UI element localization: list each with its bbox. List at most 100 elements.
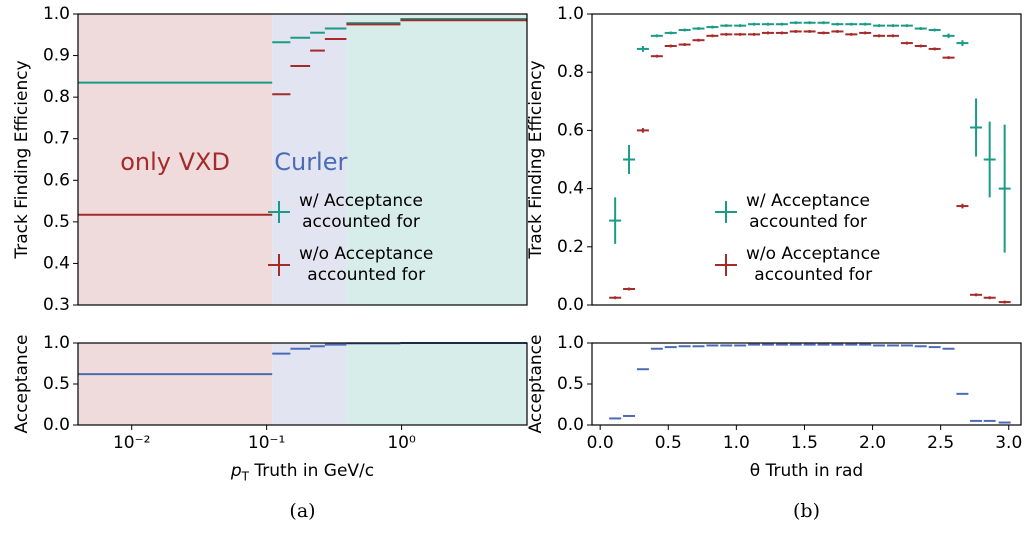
legend-label: w/ Acceptance accounted for: [746, 191, 870, 232]
error-bar: [678, 43, 691, 47]
x-tick-label: 1.0: [723, 433, 750, 453]
caption: (a): [289, 500, 316, 522]
error-bar: [623, 144, 636, 175]
x-tick-label: 0.5: [655, 433, 682, 453]
x-tick-label: 1.5: [791, 433, 818, 453]
y-tick-label: 0.0: [43, 415, 70, 435]
x-label-text: Truth in GeV/c: [249, 461, 375, 481]
x-label-symbol: p: [230, 461, 242, 481]
region: [78, 14, 273, 305]
error-bar: [886, 34, 899, 38]
error-bar: [636, 128, 649, 133]
region: [78, 343, 273, 425]
error-bar: [748, 22, 761, 26]
error-bar: [970, 293, 983, 297]
y-axis-label: Acceptance: [526, 335, 546, 434]
error-bar: [914, 27, 927, 31]
error-bar: [859, 22, 872, 26]
error-bar: [803, 21, 816, 25]
y-tick-label: 0.0: [557, 415, 584, 435]
error-bar: [706, 34, 719, 38]
x-label-subscript: T: [241, 469, 249, 484]
error-bar: [775, 31, 788, 35]
error-bar: [998, 300, 1011, 304]
y-tick-label: 0.9: [43, 46, 70, 66]
region: [346, 14, 527, 305]
error-bar: [706, 25, 719, 29]
error-bar: [956, 40, 969, 47]
error-bar: [650, 34, 663, 38]
error-bar: [609, 296, 622, 300]
region: [272, 14, 347, 305]
error-bar: [817, 31, 830, 35]
error-bar: [664, 44, 677, 48]
x-axis-label: pT Truth in GeV/c: [231, 461, 374, 483]
error-bar: [873, 24, 886, 28]
error-bar: [636, 46, 649, 52]
y-axis-label: Acceptance: [12, 335, 32, 434]
error-bar: [720, 24, 733, 28]
legend-label: w/o Acceptance accounted for: [299, 244, 434, 285]
y-tick-label: 0.5: [43, 374, 70, 394]
y-tick-label: 0.2: [557, 237, 584, 257]
region: [346, 343, 527, 425]
error-bar: [900, 24, 913, 28]
error-bar: [956, 203, 969, 209]
error-bar: [859, 31, 872, 35]
error-bar: [970, 98, 983, 157]
error-bar: [845, 22, 858, 26]
axes-frame: [591, 13, 1022, 306]
y-tick-label: 0.5: [557, 374, 584, 394]
error-bar: [886, 24, 899, 28]
error-bar: [734, 32, 747, 36]
y-tick-label: 0.7: [43, 129, 70, 149]
error-bar: [998, 124, 1011, 253]
axes-frame: [77, 13, 528, 306]
error-bar: [873, 34, 886, 38]
y-tick-label: 1.0: [557, 333, 584, 353]
legend-label: w/o Acceptance accounted for: [746, 244, 881, 285]
error-bar: [692, 38, 705, 42]
y-tick-label: 1.0: [557, 4, 584, 24]
error-bar: [789, 21, 802, 25]
legend-label: w/ Acceptance accounted for: [299, 191, 423, 232]
annotation: only VXD: [120, 148, 230, 176]
error-bar: [664, 31, 677, 35]
x-tick-label: 2.5: [927, 433, 954, 453]
y-axis-label: Track Finding Efficiency: [12, 60, 32, 259]
error-bar: [609, 197, 622, 244]
y-tick-label: 0.8: [557, 62, 584, 82]
error-bar: [831, 30, 844, 33]
x-tick-label: 10⁻¹: [248, 433, 285, 453]
x-tick-label: 2.0: [859, 433, 886, 453]
error-bar: [831, 22, 844, 26]
legend-marker: [268, 254, 290, 276]
x-tick-label: 3.0: [995, 433, 1022, 453]
y-tick-label: 1.0: [43, 333, 70, 353]
error-bar: [775, 22, 788, 26]
error-bar: [928, 28, 941, 32]
error-bar: [983, 296, 996, 300]
annotation: Curler: [274, 148, 347, 176]
y-tick-label: 0.8: [43, 87, 70, 107]
error-bar: [914, 44, 927, 48]
error-bar: [789, 30, 802, 33]
y-tick-label: 0.4: [557, 179, 584, 199]
x-tick-label: 0.0: [587, 433, 614, 453]
x-axis-label: θ Truth in rad: [750, 461, 863, 481]
legend-marker: [715, 201, 737, 223]
error-bar: [928, 47, 941, 51]
error-bar: [803, 30, 816, 33]
error-bar: [817, 21, 830, 25]
y-tick-label: 0.6: [557, 120, 584, 140]
error-bar: [845, 32, 858, 36]
error-bar: [678, 28, 691, 32]
x-tick-label: 10⁰: [387, 433, 416, 453]
y-tick-label: 0.3: [43, 295, 70, 315]
error-bar: [734, 24, 747, 28]
y-tick-label: 0.0: [557, 295, 584, 315]
error-bar: [942, 56, 955, 60]
legend-marker: [715, 254, 737, 276]
